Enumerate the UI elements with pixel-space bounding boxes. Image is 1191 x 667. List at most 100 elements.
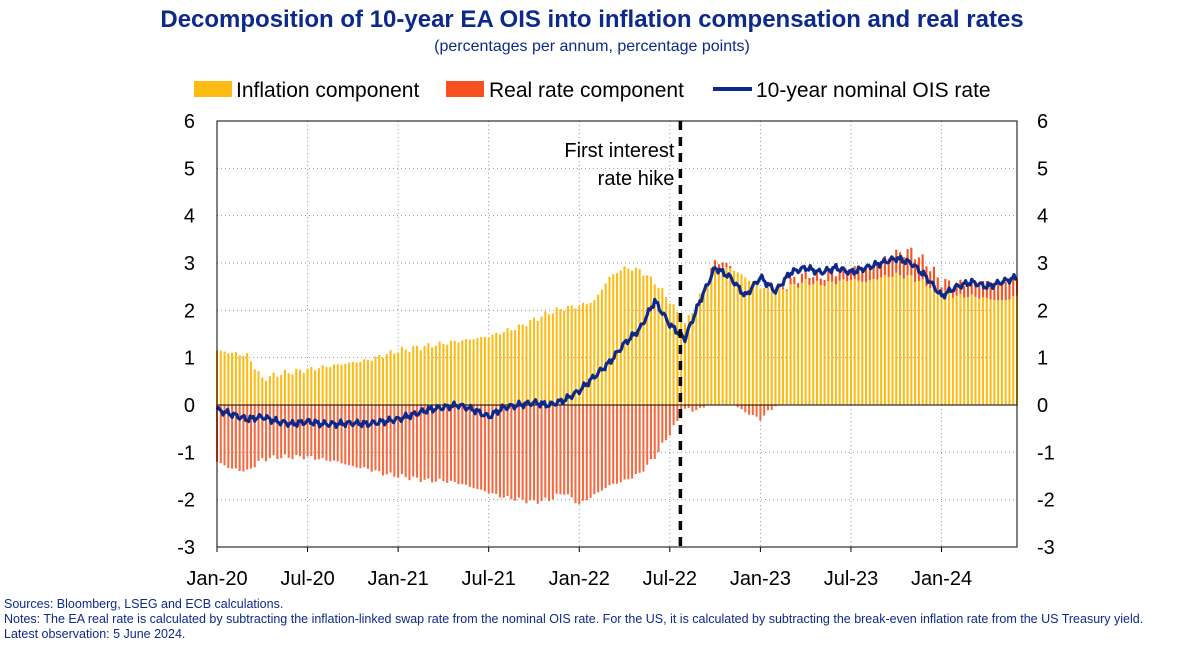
inflation-bar: [898, 275, 902, 405]
real-rate-bar: [404, 405, 407, 478]
real-rate-bar: [600, 405, 603, 491]
inflation-bar: [585, 304, 588, 405]
real-rate-bar: [268, 405, 271, 458]
inflation-bar: [355, 362, 358, 405]
inflation-bar: [306, 368, 309, 405]
real-rate-bar: [974, 282, 977, 297]
inflation-bar: [872, 279, 875, 405]
inflation-bar: [578, 305, 581, 405]
real-rate-bar: [540, 405, 543, 502]
y-tick-label-right: 2: [1037, 300, 1048, 322]
real-rate-bar: [963, 285, 966, 298]
inflation-bar: [774, 292, 777, 405]
real-rate-bar: [423, 405, 426, 480]
inflation-bar: [265, 380, 268, 405]
real-rate-bar: [831, 272, 834, 282]
ois-line-group: [215, 254, 1018, 429]
real-rate-bar: [480, 405, 483, 490]
real-rate-bar: [997, 281, 1000, 301]
real-rate-bar: [695, 405, 698, 411]
inflation-bar: [551, 313, 554, 405]
inflation-bar: [808, 284, 811, 405]
inflation-bar: [917, 280, 920, 405]
real-rate-bar: [627, 405, 630, 480]
inflation-bar: [695, 303, 698, 405]
inflation-bar: [793, 283, 796, 405]
inflation-bar: [1012, 296, 1015, 405]
inflation-bar: [227, 353, 230, 405]
real-rate-bar: [570, 405, 573, 498]
inflation-bar: [559, 309, 562, 405]
inflation-bar: [491, 334, 494, 405]
inflation-bar: [321, 365, 324, 405]
real-rate-bar: [287, 405, 290, 458]
inflation-bar: [382, 357, 385, 405]
inflation-bar: [857, 280, 860, 405]
inflation-bar: [238, 355, 241, 405]
inflation-bar: [397, 352, 400, 405]
inflation-bar: [717, 269, 720, 405]
inflation-bar: [997, 300, 1000, 405]
inflation-bar: [495, 332, 498, 405]
real-rate-bar: [1004, 282, 1007, 301]
real-rate-bar: [582, 405, 585, 501]
real-rate-bar: [593, 405, 596, 495]
real-rate-bar: [295, 405, 298, 456]
real-rate-bar: [597, 405, 600, 493]
y-tick-label-right: 3: [1037, 253, 1048, 275]
inflation-bar: [453, 340, 456, 405]
inflation-bar: [668, 303, 671, 405]
real-rate-bar: [472, 405, 475, 489]
inflation-bar: [461, 340, 464, 405]
inflation-bar: [823, 285, 826, 405]
real-rate-bar: [668, 405, 671, 436]
real-rate-bar: [951, 288, 954, 298]
real-rate-bar: [415, 405, 419, 478]
inflation-bar: [955, 295, 958, 405]
real-rate-bar: [302, 405, 305, 460]
inflation-bar: [340, 364, 343, 405]
inflation-bar: [649, 276, 652, 405]
inflation-bar: [744, 277, 747, 405]
real-rate-bar: [834, 276, 837, 285]
real-rate-bar: [351, 405, 354, 467]
inflation-bar: [525, 326, 528, 405]
inflation-bar: [419, 350, 422, 405]
real-rate-bar: [721, 262, 724, 268]
inflation-bar: [366, 359, 369, 405]
inflation-bar: [314, 370, 317, 405]
inflation-bar: [974, 296, 977, 405]
inflation-bar: [457, 342, 460, 405]
real-rate-bar: [906, 249, 909, 276]
real-rate-bar: [314, 405, 317, 460]
real-rate-bar: [702, 405, 705, 408]
real-rate-bar: [544, 405, 547, 498]
real-rate-bar: [857, 267, 860, 281]
inflation-bar: [970, 294, 973, 405]
real-rate-bar: [389, 405, 392, 473]
inflation-bar: [566, 305, 569, 405]
inflation-bar: [563, 310, 566, 405]
inflation-bar: [600, 289, 603, 405]
real-rate-bar: [797, 283, 800, 288]
inflation-bar: [759, 288, 762, 405]
inflation-bar: [1000, 300, 1003, 405]
real-rate-bar: [970, 278, 973, 295]
inflation-bar: [1008, 299, 1011, 405]
real-rate-bar: [310, 405, 313, 457]
y-tick-label-left: -1: [177, 442, 195, 464]
real-rate-bar: [325, 405, 328, 461]
inflation-bar: [589, 302, 592, 405]
y-tick-label-right: -1: [1037, 442, 1055, 464]
inflation-bar: [223, 351, 226, 405]
inflation-bar: [498, 334, 502, 405]
real-rate-bar: [249, 405, 252, 469]
inflation-bar: [687, 315, 690, 405]
inflation-bar: [766, 286, 769, 405]
real-rate-bar: [382, 405, 385, 476]
real-rate-bar: [936, 277, 939, 290]
inflation-bar: [714, 267, 717, 405]
inflation-bar: [506, 328, 509, 405]
inflation-bar: [400, 346, 403, 405]
inflation-bar: [763, 287, 766, 405]
